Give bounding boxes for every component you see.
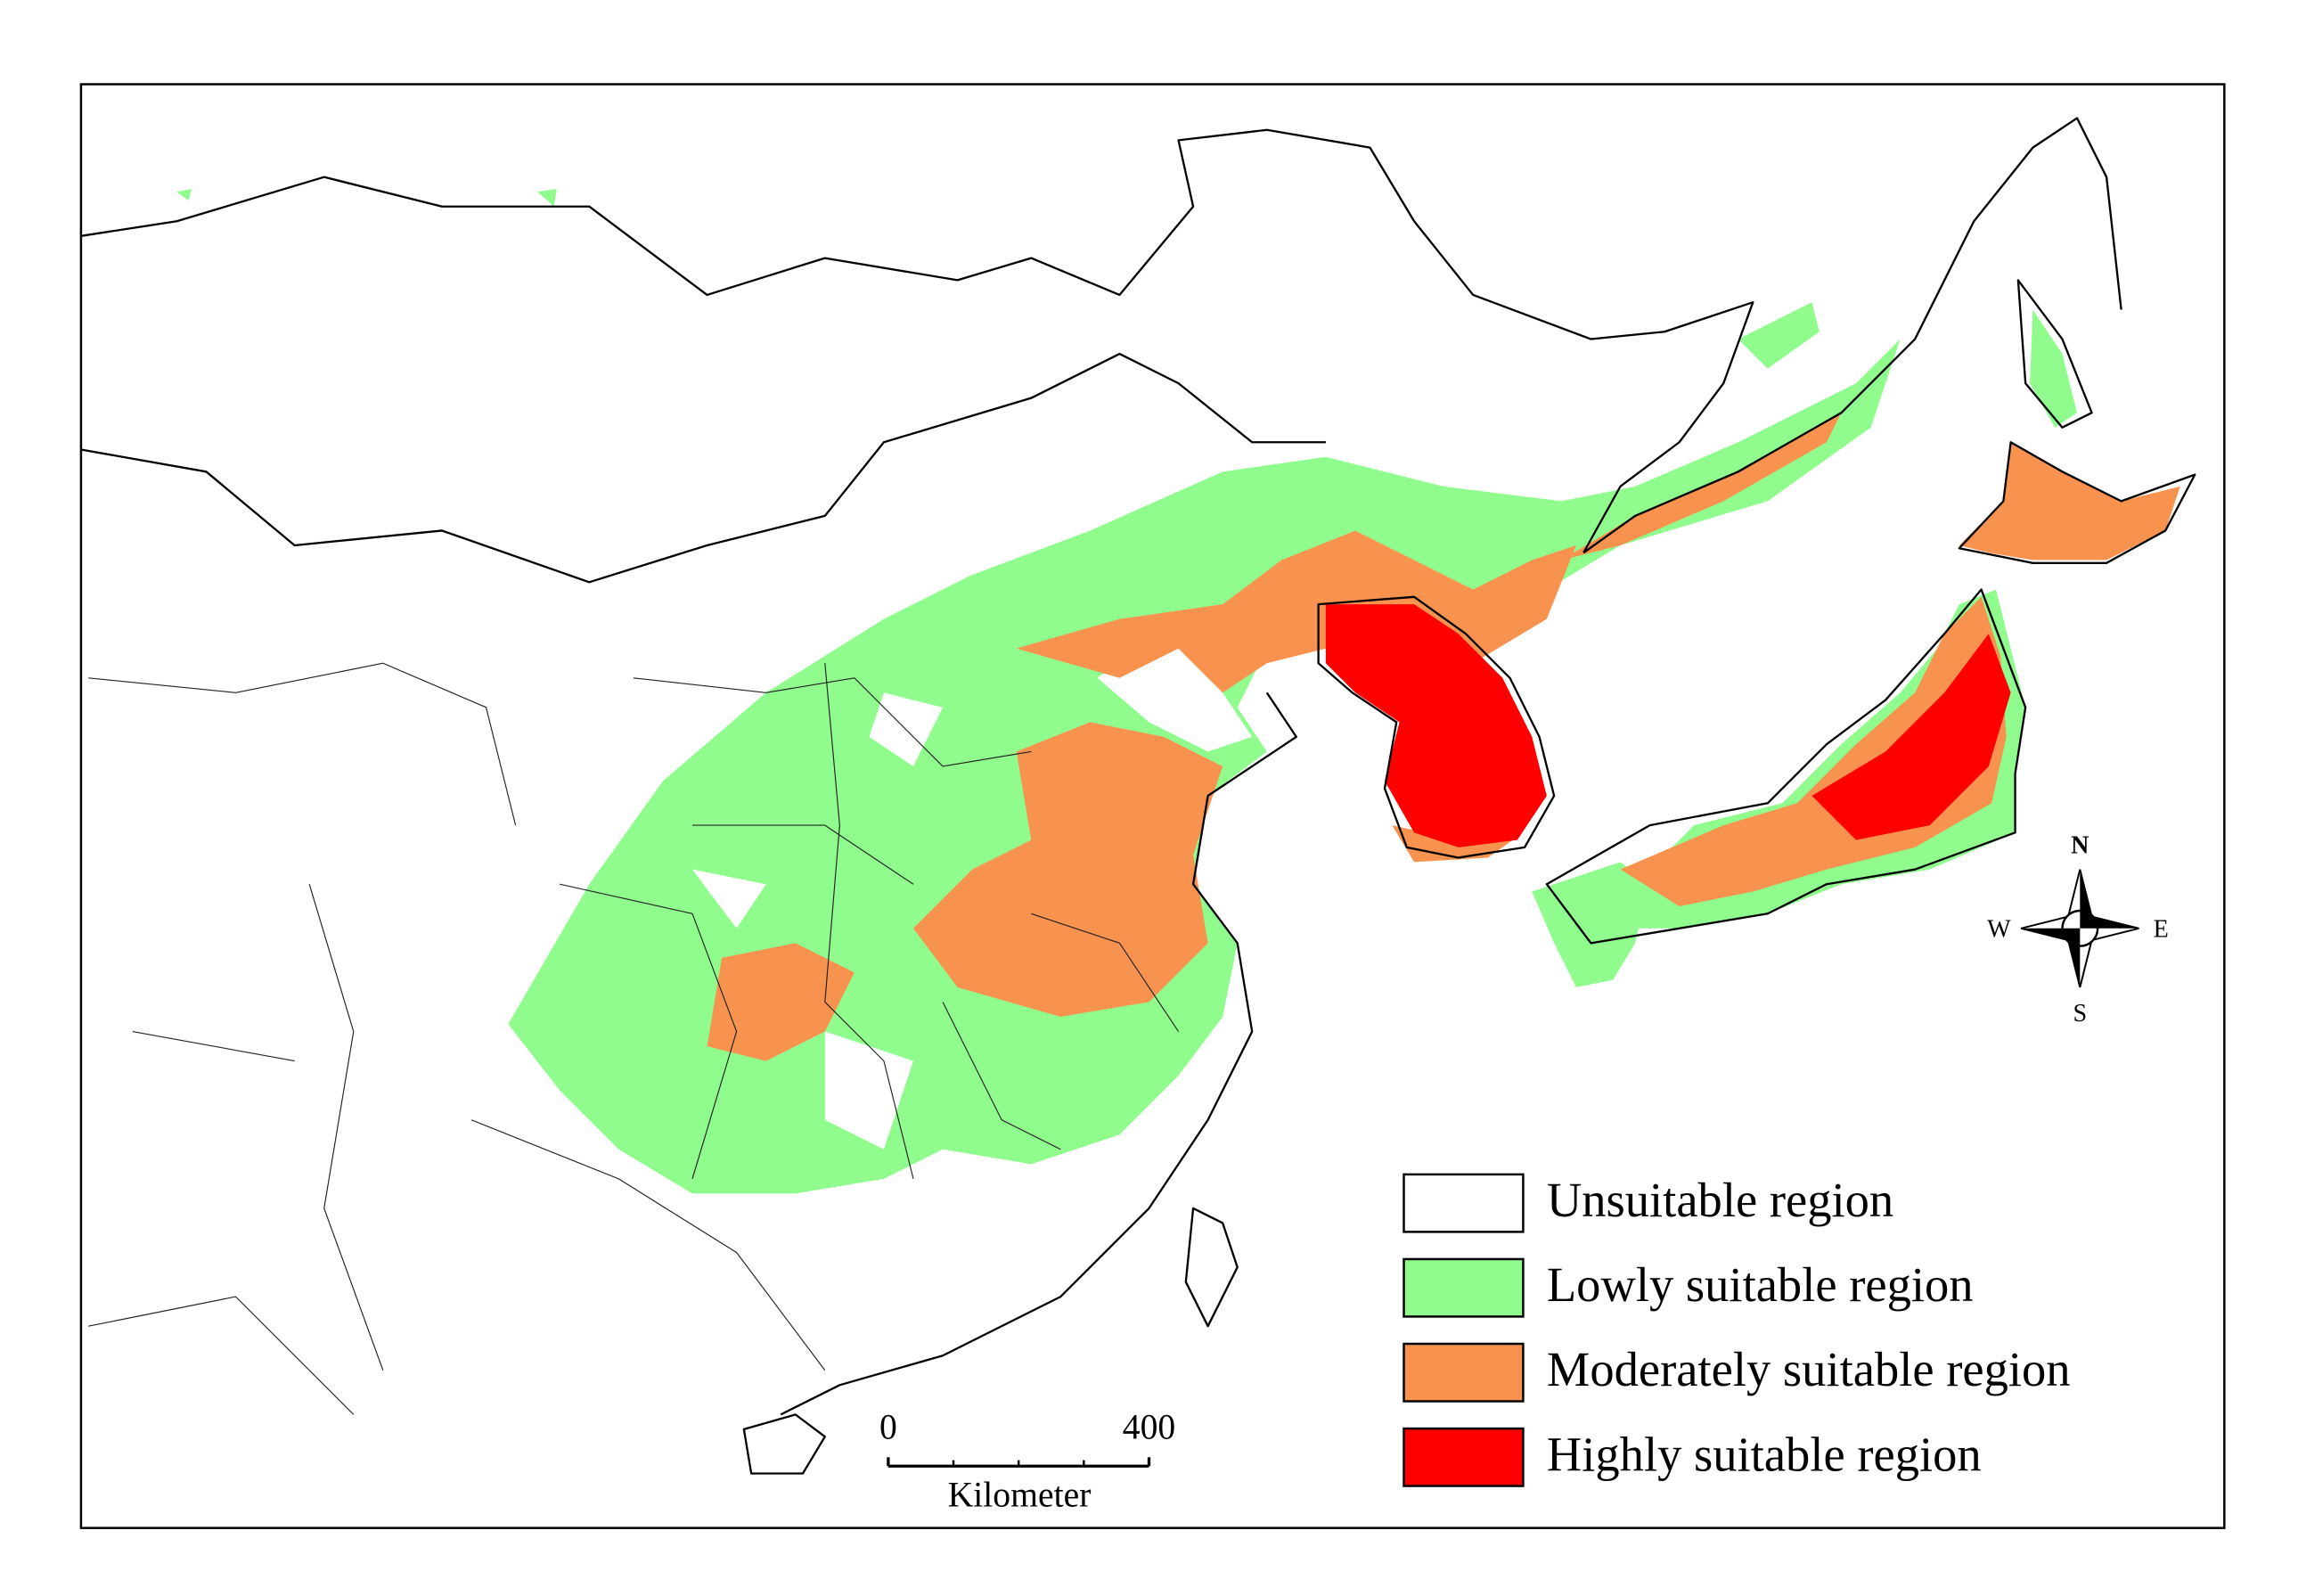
compass: N S W E [1987,831,2169,1027]
legend-swatch [1403,1257,1525,1318]
unsuitable-patch [692,692,944,1150]
legend-swatch [1403,1427,1525,1487]
compass-s: S [2073,1000,2088,1027]
map-body [80,117,2196,1475]
legend-label: Moderately suitable region [1547,1342,2071,1396]
scale-bar: Kilometer 0 400 [879,1408,1175,1515]
scale-tick-label: 400 [1123,1408,1175,1447]
legend-swatch [1403,1173,1525,1233]
high-suitability-area [1325,604,2011,847]
legend-label: Lowly suitable region [1547,1257,1974,1312]
compass-center [2062,910,2098,946]
legend: Unsuitable region Lowly suitable region Mo… [1403,1173,2071,1487]
compass-w: W [1987,916,2011,944]
legend-label: Highly suitable region [1547,1427,1982,1481]
legend-swatch [1403,1342,1525,1403]
map-frame [79,83,2226,1529]
compass-e: E [2154,916,2169,944]
moderate-suitability-area [707,413,2180,1061]
legend-label: Unsuitable region [1547,1173,1893,1227]
compass-n: N [2071,831,2089,859]
boundaries [80,117,2196,1475]
scale-unit: Kilometer [948,1476,1092,1515]
scale-tick-label: 0 [879,1408,897,1447]
